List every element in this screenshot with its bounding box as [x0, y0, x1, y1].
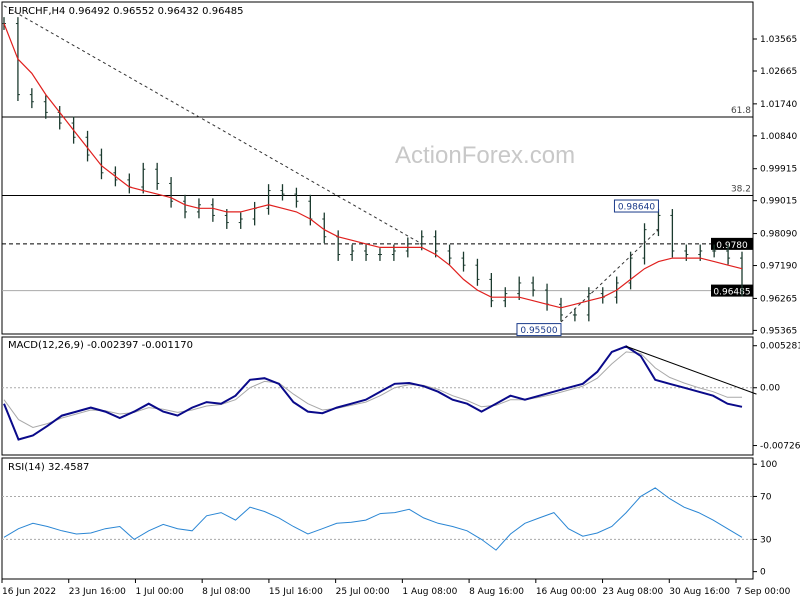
y-tick-label: 0.99915	[760, 165, 797, 175]
x-tick-label: 23 Aug 08:00	[603, 587, 664, 597]
x-tick-label: 1 Aug 08:00	[402, 587, 457, 597]
symbol-header: EURCHF,H4 0.96492 0.96552 0.96432 0.9648…	[8, 6, 244, 17]
macd-trendline	[626, 345, 757, 395]
macd-y-tick-label: -0.007263	[760, 442, 800, 452]
x-tick-label: 1 Jul 00:00	[135, 587, 184, 597]
price-annotation-box	[516, 323, 562, 337]
y-tick-label: 0.95365	[760, 326, 797, 336]
x-tick-label: 25 Jul 00:00	[336, 587, 390, 597]
price-pane	[1, 1, 754, 335]
price-annotation: 0.95500	[520, 326, 557, 336]
fib-level-label: 38.2	[731, 185, 751, 195]
rsi-y-tick-label: 100	[760, 460, 777, 470]
macd-y-tick-label: 0.005281	[760, 342, 800, 352]
macd-signal-line	[3, 351, 742, 429]
y-tick-label: 0.98090	[760, 230, 797, 240]
rsi-y-tick-label: 70	[760, 492, 772, 502]
price-annotation-box	[613, 199, 659, 213]
macd-pane	[1, 336, 754, 456]
rsi-y-tick-label: 30	[760, 535, 772, 545]
y-tick-label: 1.02665	[760, 67, 797, 77]
x-tick-label: 7 Sep 00:00	[736, 587, 791, 597]
trendline	[560, 229, 659, 323]
x-tick-label: 16 Jun 2022	[2, 587, 56, 597]
rsi-y-tick-label: 0	[760, 568, 766, 578]
x-tick-label: 15 Jul 16:00	[269, 587, 323, 597]
level-label: 0.9780	[716, 241, 748, 251]
x-tick-label: 23 Jun 16:00	[69, 587, 126, 597]
macd-line	[3, 345, 743, 441]
price-annotation: 0.98640	[618, 203, 655, 213]
y-tick-label: 0.97190	[760, 262, 797, 272]
y-tick-label: 1.01740	[760, 100, 797, 110]
macd-title: MACD(12,26,9) -0.002397 -0.001170	[8, 340, 193, 351]
y-tick-label: 0.99015	[760, 197, 797, 207]
x-tick-label: 8 Aug 16:00	[469, 587, 524, 597]
y-tick-label: 1.00840	[760, 132, 797, 142]
trendline	[3, 5, 422, 245]
y-tick-label: 1.03565	[760, 35, 797, 45]
y-tick-label: 0.96265	[760, 294, 797, 304]
x-tick-label: 8 Jul 08:00	[202, 587, 251, 597]
rsi-title: RSI(14) 32.4587	[8, 462, 89, 473]
macd-y-tick-label: 0.00	[760, 384, 780, 394]
x-tick-label: 30 Aug 16:00	[669, 587, 730, 597]
level-label: 0.96485	[713, 288, 750, 298]
rsi-line	[3, 487, 743, 551]
watermark: ActionForex.com	[395, 142, 575, 169]
x-tick-label: 16 Aug 00:00	[536, 587, 597, 597]
fib-level-label: 61.8	[731, 106, 751, 116]
moving-average-line	[3, 23, 743, 309]
level-label-box	[711, 237, 753, 250]
